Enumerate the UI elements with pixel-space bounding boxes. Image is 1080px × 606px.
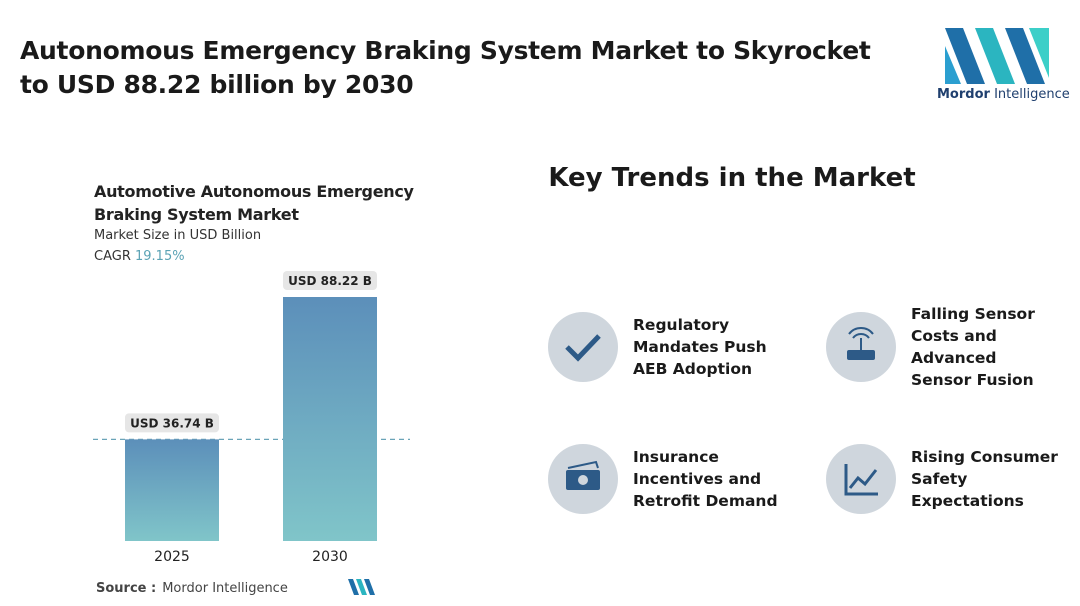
source-label: Source : <box>96 581 157 596</box>
cagr: CAGR 19.15% <box>94 249 185 264</box>
cagr-value: 19.15% <box>135 249 185 264</box>
value-label: USD 36.74 B <box>130 416 214 430</box>
source: Source : Mordor Intelligence <box>96 581 288 596</box>
trend-item: Falling Sensor Costs and Advanced Sensor… <box>911 305 1035 389</box>
logo-text: Mordor Intelligence <box>937 87 1070 102</box>
source-text: Mordor Intelligence <box>162 581 288 596</box>
x-tick-label: 2030 <box>312 549 348 565</box>
cagr-label: CAGR <box>94 249 131 264</box>
logo <box>945 28 1049 84</box>
logo-word: Mordor <box>937 87 990 102</box>
bar <box>125 439 219 541</box>
logo-word: Intelligence <box>994 87 1070 102</box>
trend-item: Rising Consumer Safety Expectations <box>911 448 1058 510</box>
trends-title: Key Trends in the Market <box>548 163 916 193</box>
trend-item: Regulatory Mandates Push AEB Adoption <box>633 316 767 378</box>
value-label-box <box>125 413 219 433</box>
trend-icons <box>548 312 896 514</box>
x-tick-label: 2025 <box>154 549 190 565</box>
trend-item: Insurance Incentives and Retrofit Demand <box>633 448 778 510</box>
chart: USD 36.74 B 2025 USD 88.22 B 2030 <box>93 271 410 565</box>
chart-subtitle: Market Size in USD Billion <box>94 228 262 243</box>
value-label: USD 88.22 B <box>288 274 372 288</box>
value-label-box <box>283 271 377 290</box>
bar <box>283 297 377 541</box>
page-title: Autonomous Emergency Braking System Mark… <box>20 36 871 99</box>
chart-title: Automotive Autonomous Emergency Braking … <box>94 182 414 224</box>
source-logo <box>348 579 375 595</box>
